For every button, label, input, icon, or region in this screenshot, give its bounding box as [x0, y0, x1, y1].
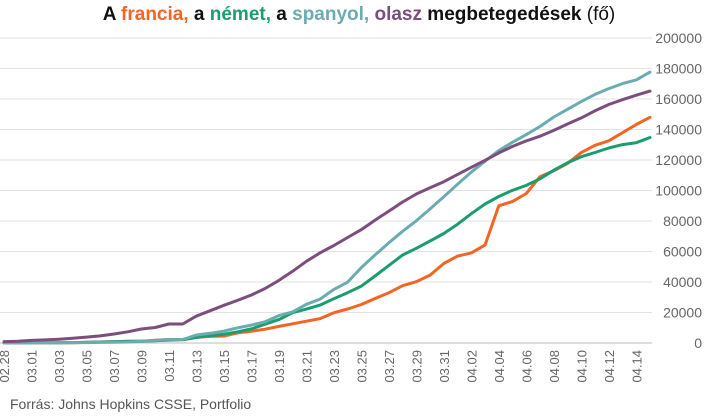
y-tick-label: 100000 — [655, 183, 702, 199]
title-series-nemet: német, — [209, 4, 271, 25]
y-axis-ticks: 0 20000 40000 60000 80000 100000 120000 140000 1… — [655, 30, 702, 351]
source-note: Forrás: Johns Hopkins CSSE, Portfolio — [10, 396, 252, 412]
title-text-2: a — [188, 4, 210, 25]
x-tick-label: 03.23 — [327, 350, 342, 383]
title-text-3: a — [271, 4, 293, 25]
series-line-olasz — [2, 89, 652, 344]
x-tick-label: 03.15 — [217, 350, 232, 383]
x-tick-label: 04.08 — [547, 350, 562, 383]
y-tick-label: 200000 — [655, 30, 702, 46]
x-tick-label: 03.29 — [409, 350, 424, 383]
x-axis-ticks: 02.28 03.01 03.03 03.05 03.07 03.09 03.11 03.13… — [0, 350, 644, 383]
y-tick-label: 0 — [694, 335, 702, 351]
gridlines — [0, 37, 652, 344]
series-lines — [2, 70, 652, 345]
title-unit: (fő) — [581, 4, 616, 25]
y-tick-label: 20000 — [663, 305, 702, 321]
x-tick-label: 03.13 — [189, 350, 204, 383]
y-tick-label: 180000 — [655, 61, 702, 77]
x-tick-label: 03.27 — [382, 350, 397, 383]
x-tick-label: 02.28 — [0, 350, 12, 383]
x-tick-label: 04.12 — [602, 350, 617, 383]
title-text-1: A — [102, 4, 122, 25]
title-series-francia: francia, — [121, 4, 189, 25]
y-tick-label: 120000 — [655, 152, 702, 168]
y-tick-label: 80000 — [663, 213, 702, 229]
x-tick-label: 03.25 — [354, 350, 369, 383]
x-tick-label: 03.21 — [299, 350, 314, 383]
x-tick-label: 04.06 — [519, 350, 534, 383]
title-series-spanyol: spanyol, — [292, 4, 370, 25]
y-tick-label: 140000 — [655, 122, 702, 138]
series-line-spanyol — [2, 70, 652, 345]
title-series-olasz: olasz — [374, 4, 423, 25]
x-tick-label: 03.09 — [134, 350, 149, 383]
y-tick-label: 40000 — [663, 274, 702, 290]
x-tick-label: 03.05 — [79, 350, 94, 383]
title-text-5: megbetegedések — [422, 4, 582, 25]
x-tick-label: 03.31 — [437, 350, 452, 383]
x-tick-label: 03.07 — [107, 350, 122, 383]
y-tick-label: 60000 — [663, 244, 702, 260]
y-tick-label: 160000 — [655, 91, 702, 107]
x-tick-label: 04.02 — [464, 350, 479, 383]
x-tick-label: 03.19 — [272, 350, 287, 383]
series-line-francia — [2, 115, 652, 345]
x-tick-label: 03.17 — [244, 350, 259, 383]
x-tick-label: 03.03 — [52, 350, 67, 383]
x-tick-label: 04.10 — [574, 350, 589, 383]
chart-title: A francia, a német, a spanyol, olasz meg… — [0, 4, 718, 26]
x-tick-label: 03.01 — [24, 350, 39, 383]
x-tick-label: 04.04 — [492, 350, 507, 383]
x-tick-label: 03.11 — [162, 350, 177, 382]
x-tick-label: 04.14 — [629, 350, 644, 383]
